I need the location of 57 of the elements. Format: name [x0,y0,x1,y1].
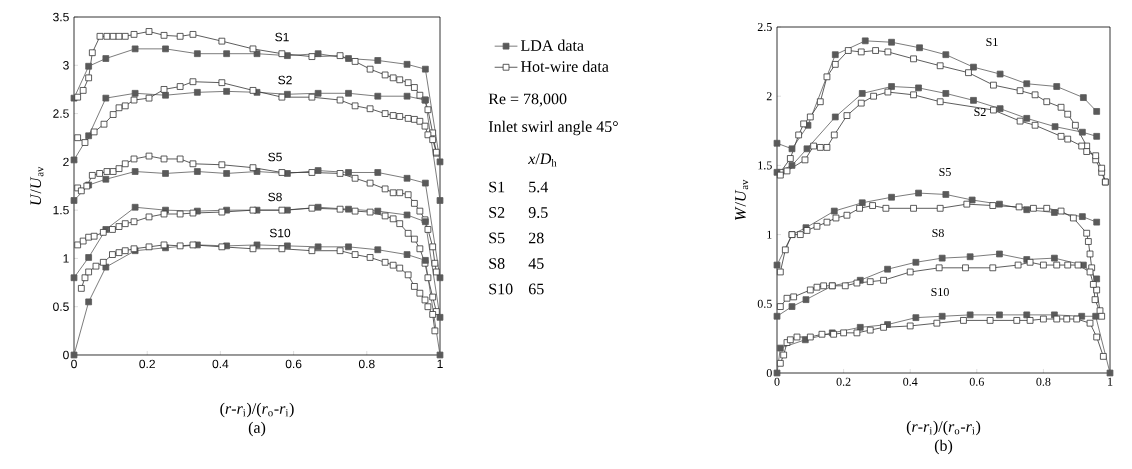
y-tick-label: 2.5 [53,109,69,118]
y-tick-label: 3.5 [53,12,69,22]
x-tick-label: 0.6 [285,359,302,369]
annotation: S10 [931,287,949,297]
x-tick-label: 0.6 [969,377,984,386]
y-tick-label: 2 [63,157,69,167]
text: 28 [528,232,544,244]
y-axis-title: W/U$_{av}$ [735,179,749,221]
y-axis-title: U/U$_{av}$ [30,166,44,205]
annotation: S5 [268,152,282,162]
y-tick-label: 2.5 [757,22,772,32]
y-tick-label: 1.5 [53,205,69,215]
x-tick-label: 0.4 [212,359,229,369]
text: (a) [248,421,266,437]
text: (r-r$_{i}$)/(r$_{o}$-r$_{i}$) [220,402,294,418]
annotation: S10 [269,228,291,238]
text: S2 [489,207,505,218]
y-tick-label: 1 [63,254,69,263]
y-tick-label: 1.5 [758,161,772,170]
y-tick-label: 3 [63,61,69,70]
annotation: S5 [939,167,951,177]
y-tick-label: 1 [767,230,772,239]
y-tick-label: 0.5 [53,302,69,311]
text: 5.4 [529,181,549,193]
text: 9.5 [528,207,548,218]
text: S5 [489,232,505,244]
text: x/D$_{h}$ [528,153,557,167]
y-tick-label: 0.5 [757,299,772,308]
x-tick-label: 0 [71,359,77,369]
annotation: S1 [275,32,289,42]
x-tick-label: 0.4 [903,377,918,386]
x-tick-label: 0.2 [836,377,851,386]
annotation: S2 [278,75,292,85]
y-tick-label: 0 [63,350,69,360]
annotation: S8 [268,192,282,202]
text: S10 [489,283,513,295]
text: S1 [489,181,505,193]
text: Inlet swirl angle 45° [488,120,618,136]
x-tick-label: 0.8 [1036,377,1051,386]
text: 45 [528,258,544,269]
legend-label: Hot-wire data [520,60,609,72]
x-tick-label: 0.8 [358,359,375,369]
x-tick-label: 1 [437,359,443,368]
y-tick-label: 2 [766,92,772,101]
y-tick-label: 0 [766,368,772,378]
x-tick-label: 1 [1108,377,1113,386]
text: (r-r$_{i}$)/(r$_{o}$-r$_{i}$) [906,420,981,436]
x-tick-label: 0 [774,377,780,386]
text: (b) [934,439,953,455]
annotation: S2 [974,107,986,117]
text: 65 [528,283,544,295]
text: S8 [489,258,505,269]
annotation: S8 [932,228,944,238]
annotation: S1 [986,37,998,47]
x-tick-label: 0.2 [139,359,155,369]
legend-label: LDA data [520,39,584,51]
text: Re = 78,000 [488,93,567,107]
